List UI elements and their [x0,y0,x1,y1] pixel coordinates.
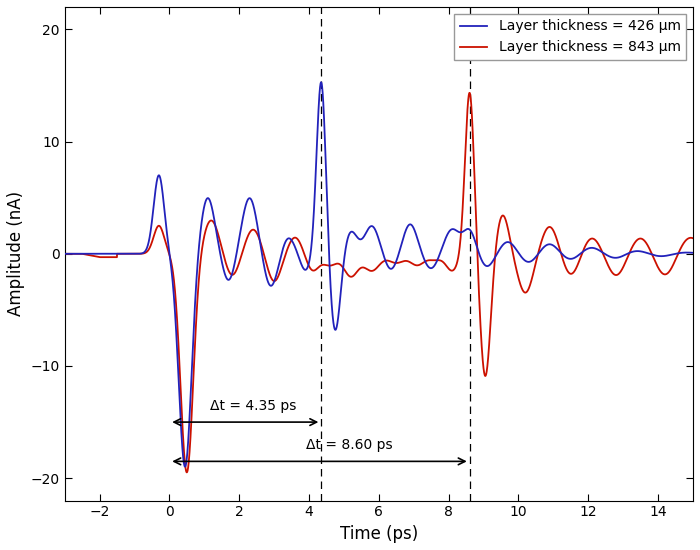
Text: Δt = 8.60 ps: Δt = 8.60 ps [306,438,393,453]
Layer thickness = 843 μm [481,372,489,379]
Layer thickness = 843 μm [448,267,456,274]
Layer thickness = 426 μm [317,79,326,86]
Line: Layer thickness = 843 μm: Layer thickness = 843 μm [64,93,700,472]
Layer thickness = 843 μm [60,250,69,257]
Layer thickness = 426 μm [481,262,489,268]
Layer thickness = 426 μm [181,464,189,470]
Line: Layer thickness = 426 μm: Layer thickness = 426 μm [64,82,700,467]
Layer thickness = 843 μm [542,226,551,232]
X-axis label: Time (ps): Time (ps) [340,525,418,543]
Layer thickness = 843 μm [178,412,186,419]
Layer thickness = 426 μm [542,241,551,248]
Layer thickness = 843 μm [466,90,474,96]
Layer thickness = 843 μm [183,469,191,476]
Legend: Layer thickness = 426 μm, Layer thickness = 843 μm: Layer thickness = 426 μm, Layer thicknes… [454,14,686,60]
Y-axis label: Amplitude (nA): Amplitude (nA) [7,191,25,316]
Layer thickness = 843 μm [592,238,600,244]
Layer thickness = 426 μm [178,439,186,446]
Layer thickness = 426 μm [307,241,316,248]
Layer thickness = 426 μm [60,250,69,257]
Layer thickness = 426 μm [448,226,456,233]
Layer thickness = 843 μm [307,266,316,273]
Text: Δt = 4.35 ps: Δt = 4.35 ps [210,399,296,413]
Layer thickness = 426 μm [592,245,600,252]
